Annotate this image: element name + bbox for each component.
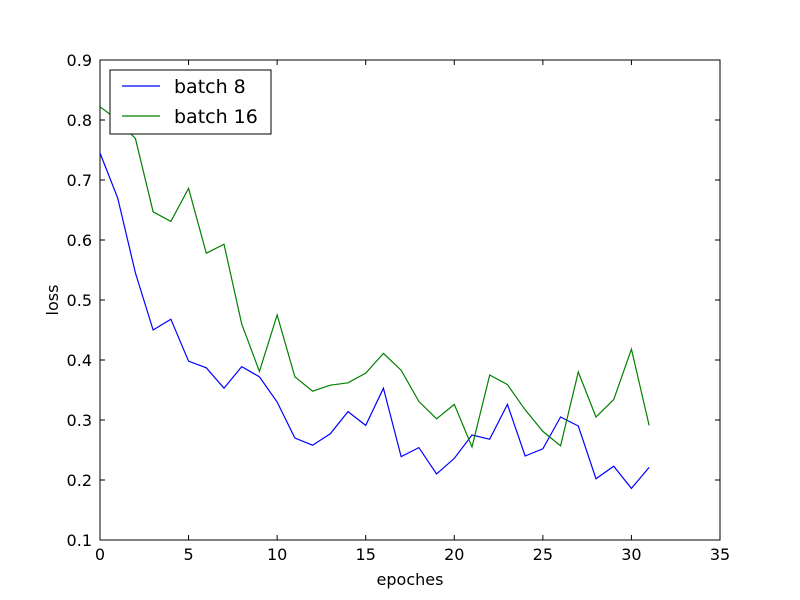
y-tick-label: 0.5	[67, 291, 92, 310]
y-tick-label: 0.2	[67, 471, 92, 490]
x-tick-label: 35	[710, 545, 730, 564]
ticks-layer: 0 5 10 15 20 25 30 35 0.1 0.2 0.3 0.4 0.5 0.6 0.7 0.8 0.…	[67, 51, 731, 564]
series-line-batch-16	[99, 106, 650, 449]
x-tick-label: 20	[444, 545, 464, 564]
y-tick-label: 0.8	[67, 111, 92, 130]
x-tick-label: 25	[533, 545, 553, 564]
y-axis-label: loss	[43, 285, 62, 316]
plot-area	[99, 59, 721, 541]
legend-box	[109, 69, 272, 135]
x-axis-label: epoches	[377, 570, 444, 589]
x-tick-label: 10	[267, 545, 287, 564]
y-tick-label: 0.7	[67, 171, 92, 190]
x-tick-label: 5	[183, 545, 193, 564]
x-tick-label: 15	[356, 545, 376, 564]
series-line-batch-8	[99, 152, 650, 490]
legend: batch 8 batch 16	[109, 69, 272, 135]
y-tick-label: 0.1	[67, 531, 92, 550]
y-tick-label: 0.3	[67, 411, 92, 430]
y-tick-label: 0.9	[67, 51, 92, 70]
x-tick-label: 30	[621, 545, 641, 564]
series-layer	[99, 106, 650, 490]
y-tick-label: 0.4	[67, 351, 92, 370]
x-tick-label: 0	[95, 545, 105, 564]
legend-label-batch-16: batch 16	[174, 106, 258, 128]
legend-label-batch-8: batch 8	[174, 76, 246, 98]
y-tick-label: 0.6	[67, 231, 92, 250]
